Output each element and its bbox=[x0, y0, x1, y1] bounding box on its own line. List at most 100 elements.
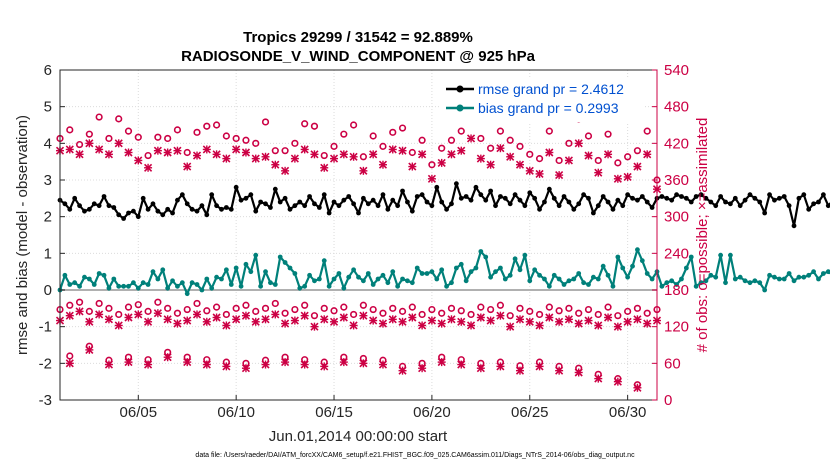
obs-assimilated-marker bbox=[437, 158, 446, 167]
bias-point bbox=[272, 282, 278, 287]
bias-point bbox=[571, 276, 577, 282]
obs-possible-marker bbox=[379, 142, 387, 150]
obs-possible-marker bbox=[408, 303, 416, 311]
obs-possible-marker bbox=[173, 309, 182, 317]
rmse-point bbox=[620, 203, 626, 209]
rmse-point bbox=[365, 201, 371, 207]
obs-assimilated-marker bbox=[241, 364, 251, 373]
obs-assimilated-marker bbox=[134, 156, 143, 165]
obs-possible-marker bbox=[535, 310, 544, 319]
obs-possible-marker bbox=[545, 303, 553, 311]
y-right-tick-label: 300 bbox=[664, 209, 689, 226]
obs-possible-marker bbox=[643, 309, 651, 317]
rmse-point bbox=[571, 206, 577, 212]
bias-point bbox=[600, 263, 606, 269]
rmse-point bbox=[767, 192, 772, 198]
obs-possible-marker bbox=[624, 307, 632, 315]
rmse-point bbox=[77, 203, 82, 209]
obs-assimilated-marker bbox=[163, 315, 172, 324]
obs-assimilated-marker bbox=[183, 316, 192, 325]
obs-possible-marker bbox=[193, 299, 201, 308]
rmse-point bbox=[463, 194, 469, 199]
bias-point bbox=[483, 254, 489, 260]
y-right-tick-label: 540 bbox=[664, 62, 689, 79]
obs-assimilated-marker bbox=[447, 150, 456, 159]
rmse-point bbox=[679, 194, 684, 199]
rmse-point bbox=[693, 194, 699, 199]
rmse-point bbox=[644, 199, 650, 205]
bias-point bbox=[498, 265, 503, 271]
x-tick-label: 06/30 bbox=[609, 404, 647, 421]
bias-point bbox=[635, 247, 640, 253]
obs-assimilated-marker bbox=[281, 358, 290, 367]
obs-assimilated-marker bbox=[437, 358, 446, 367]
obs-possible-marker bbox=[124, 303, 133, 311]
x-tick-label: 06/05 bbox=[120, 404, 158, 421]
obs-assimilated-marker bbox=[134, 310, 143, 319]
rmse-point bbox=[263, 201, 268, 207]
obs-possible-marker bbox=[438, 144, 446, 152]
rmse-point bbox=[312, 201, 317, 207]
obs-possible-marker bbox=[633, 147, 642, 155]
rmse-point bbox=[165, 206, 171, 212]
obs-possible-marker bbox=[115, 115, 123, 123]
obs-possible-marker bbox=[418, 136, 426, 144]
obs-possible-marker bbox=[545, 127, 553, 135]
rmse-point bbox=[184, 201, 190, 207]
obs-possible-marker bbox=[105, 134, 113, 143]
obs-possible-marker bbox=[95, 299, 103, 308]
obs-possible-marker bbox=[379, 309, 387, 317]
bias-point bbox=[493, 269, 498, 275]
rmse-point bbox=[473, 184, 479, 190]
rmse-point bbox=[542, 199, 547, 205]
obs-assimilated-marker bbox=[603, 150, 613, 159]
bias-point bbox=[737, 274, 743, 280]
obs-possible-marker bbox=[408, 148, 416, 157]
footnote: data file: /Users/raeder/DAI/ATM_forcXX/… bbox=[195, 452, 635, 459]
bias-point bbox=[791, 278, 797, 284]
obs-possible-marker bbox=[115, 310, 123, 319]
rmse-point bbox=[801, 192, 807, 198]
obs-possible-marker bbox=[203, 122, 211, 130]
obs-possible-marker bbox=[291, 139, 299, 147]
bias-point bbox=[434, 276, 440, 282]
obs-assimilated-marker bbox=[398, 317, 407, 326]
bias-point bbox=[82, 274, 87, 280]
obs-assimilated-marker bbox=[290, 154, 299, 163]
bias-point bbox=[101, 272, 107, 278]
obs-assimilated-marker bbox=[144, 163, 153, 172]
obs-possible-marker bbox=[232, 304, 240, 312]
obs-assimilated-marker bbox=[339, 358, 348, 367]
obs-possible-marker bbox=[222, 310, 230, 319]
bias-point bbox=[630, 263, 635, 269]
obs-assimilated-marker bbox=[515, 160, 525, 169]
rmse-point bbox=[96, 203, 102, 209]
rmse-point bbox=[101, 194, 107, 199]
bias-point bbox=[728, 252, 733, 258]
y-right-tick-label: 60 bbox=[664, 355, 681, 372]
obs-assimilated-marker bbox=[202, 145, 211, 154]
rmse-point bbox=[189, 206, 195, 212]
obs-possible-marker bbox=[496, 127, 505, 135]
bias-point bbox=[365, 271, 371, 276]
bias-point bbox=[165, 285, 171, 291]
obs-assimilated-marker bbox=[65, 359, 74, 368]
bias-point bbox=[292, 271, 298, 276]
obs-possible-marker bbox=[105, 304, 113, 312]
obs-assimilated-marker bbox=[281, 166, 290, 175]
rmse-point bbox=[639, 194, 645, 199]
rmse-point bbox=[713, 203, 719, 209]
obs-possible-marker bbox=[389, 304, 397, 312]
bias-point bbox=[478, 249, 484, 254]
obs-possible-marker bbox=[261, 304, 270, 312]
obs-possible-marker bbox=[281, 309, 289, 317]
obs-assimilated-marker bbox=[251, 154, 260, 163]
bias-point bbox=[532, 267, 538, 273]
rmse-point bbox=[453, 181, 459, 187]
obs-assimilated-marker bbox=[359, 166, 368, 175]
obs-possible-marker bbox=[575, 309, 583, 317]
bias-point bbox=[194, 282, 200, 287]
rmse-point bbox=[126, 210, 131, 216]
rmse-point bbox=[194, 208, 200, 214]
rmse-point bbox=[131, 208, 136, 214]
